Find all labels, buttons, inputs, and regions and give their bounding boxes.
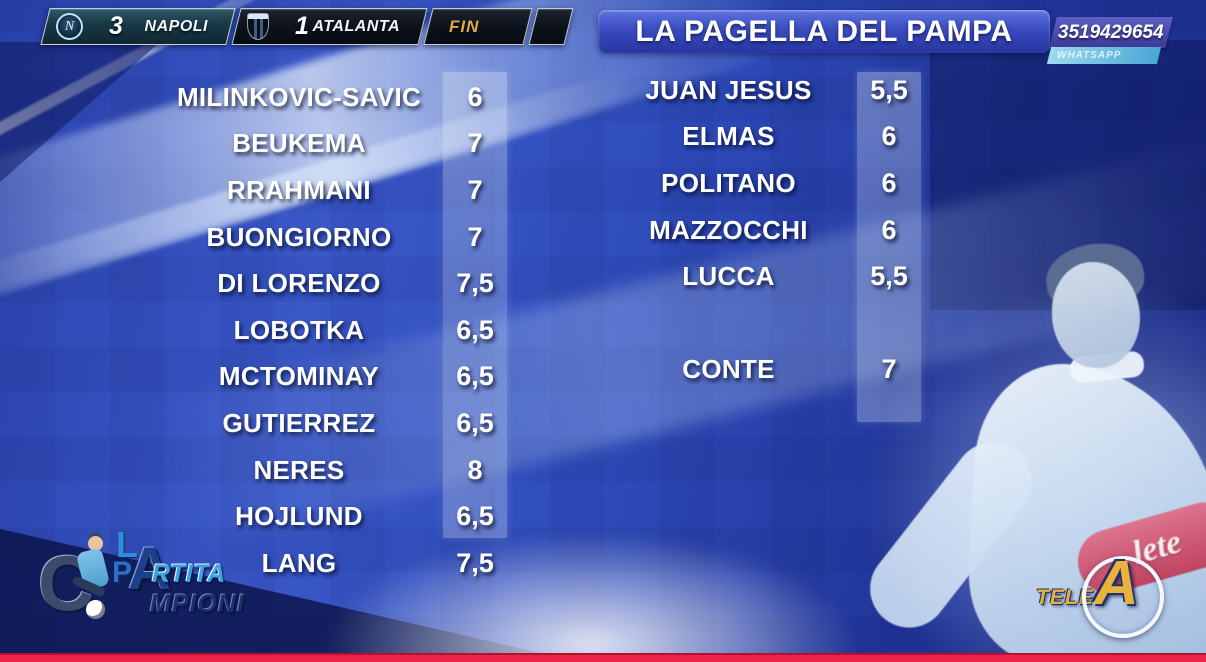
rating-row: MAZZOCCHI 6 [600, 207, 921, 254]
napoli-badge-letter: N [64, 18, 75, 34]
player-score: 6,5 [456, 407, 494, 438]
channel-logo-tele-text: TELE [1036, 586, 1094, 609]
show-logo-letter-l: L [116, 524, 138, 565]
player-name: MILINKOVIC-SAVIC [176, 81, 422, 112]
page-title-banner: LA PAGELLA DEL PAMPA [598, 10, 1050, 53]
rating-row: RRAHMANI 7 [155, 167, 525, 214]
atalanta-badge-icon [247, 13, 269, 40]
player-name: GUTIERREZ [222, 407, 376, 438]
channel-logo-a-letter: A [1094, 549, 1139, 618]
player-score: 6,5 [456, 361, 494, 392]
player-score: 7 [467, 174, 483, 205]
away-team-name: ATALANTA [312, 17, 400, 35]
channel-logo-circle [1082, 556, 1164, 638]
page-title: LA PAGELLA DEL PAMPA [635, 14, 1013, 48]
player-name: DI LORENZO [217, 268, 381, 299]
player-score: 6 [881, 167, 897, 198]
player-name: LANG [261, 547, 337, 578]
show-logo-word-rtita: RTITA [152, 560, 226, 588]
soccer-ball-icon [86, 600, 105, 619]
rating-row: LUCCA 5,5 [600, 253, 921, 300]
player-name: NERES [253, 454, 345, 485]
rating-row: LANG 7,5 [155, 540, 525, 587]
coach-rating-row: CONTE 7 [600, 347, 921, 394]
scoreboard-status-segment: FIN [423, 8, 533, 45]
rating-row: POLITANO 6 [600, 160, 921, 207]
show-logo-word-mpioni: MPIONI [150, 590, 245, 618]
ratings-left-column: MILINKOVIC-SAVIC 6 BEUKEMA 7 RRAHMANI 7 … [155, 74, 525, 587]
scoreboard: N 3 NAPOLI 1 ATALANTA FIN [40, 8, 574, 45]
player-score: 7,5 [456, 547, 494, 578]
rating-row: DI LORENZO 7,5 [155, 260, 525, 307]
player-name: BEUKEMA [232, 128, 366, 159]
match-status: FIN [449, 16, 480, 36]
show-logo-letter-p: P [112, 556, 133, 589]
scoreboard-home-segment: N 3 NAPOLI [40, 8, 236, 45]
rating-row: JUAN JESUS 5,5 [600, 67, 921, 114]
player-name: RRAHMANI [227, 174, 371, 205]
home-score: 3 [109, 12, 123, 40]
player-name: LOBOTKA [233, 314, 365, 345]
player-name: MAZZOCCHI [649, 214, 808, 245]
player-score: 8 [467, 454, 483, 485]
home-team-name: NAPOLI [144, 17, 208, 35]
scoreboard-away-segment: 1 ATALANTA [231, 8, 428, 45]
player-score: 6,5 [456, 314, 494, 345]
napoli-badge-icon: N [56, 13, 83, 40]
rating-row: HOJLUND 6,5 [155, 493, 525, 540]
player-name: POLITANO [661, 167, 796, 198]
player-name: BUONGIORNO [206, 221, 392, 252]
player-score: 6 [881, 214, 897, 245]
player-score: 6,5 [456, 501, 494, 532]
player-score: 7,5 [456, 268, 494, 299]
coach-score: 7 [881, 354, 897, 385]
coach-name: CONTE [682, 354, 775, 385]
rating-row: BEUKEMA 7 [155, 121, 525, 168]
player-name: JUAN JESUS [645, 74, 812, 105]
away-score: 1 [295, 12, 309, 40]
rating-row: LOBOTKA 6,5 [155, 307, 525, 354]
player-name: LUCCA [682, 261, 775, 292]
rating-row: BUONGIORNO 7 [155, 214, 525, 261]
show-logo-player-icon [88, 536, 103, 551]
player-name: HOJLUND [235, 501, 363, 532]
player-photo-face [1052, 262, 1140, 368]
show-logo-letter-a: A [128, 535, 172, 602]
background-glow [320, 530, 860, 662]
whatsapp-label: WHATSAPP [1057, 50, 1122, 61]
rating-row: ELMAS 6 [600, 114, 921, 161]
player-score: 5,5 [870, 74, 908, 105]
player-score: 7 [467, 128, 483, 159]
player-name: ELMAS [682, 121, 775, 152]
whatsapp-number: 3519429654 [1058, 21, 1164, 43]
empty-row [600, 300, 921, 347]
whatsapp-label-plate: WHATSAPP [1046, 47, 1162, 64]
rating-row: MILINKOVIC-SAVIC 6 [155, 74, 525, 121]
ratings-right-column: JUAN JESUS 5,5 ELMAS 6 POLITANO 6 MAZZOC… [600, 67, 921, 393]
rating-row: GUTIERREZ 6,5 [155, 400, 525, 447]
rating-row: MCTOMINAY 6,5 [155, 354, 525, 401]
ticker-bar-edge [0, 653, 1206, 662]
rating-row: NERES 8 [155, 447, 525, 494]
whatsapp-number-plate: 3519429654 [1049, 17, 1173, 48]
player-name: MCTOMINAY [218, 361, 380, 392]
player-score: 7 [467, 221, 483, 252]
player-score: 5,5 [870, 261, 908, 292]
rating-strip-right [857, 72, 921, 422]
scoreboard-empty-segment [528, 8, 574, 45]
rating-strip-left [443, 72, 507, 538]
player-score: 6 [467, 81, 483, 112]
player-score: 6 [881, 121, 897, 152]
